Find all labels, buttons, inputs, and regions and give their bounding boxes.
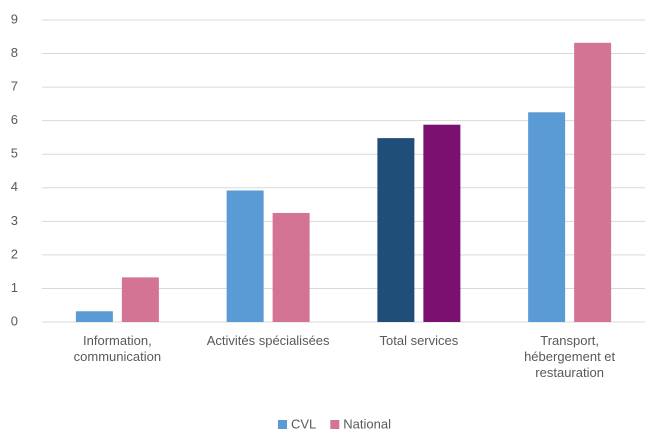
bar (121, 277, 159, 322)
legend-swatch (330, 420, 340, 429)
bar (528, 112, 566, 323)
legend-label: CVL (291, 416, 316, 431)
y-tick-label: 3 (11, 213, 18, 228)
x-tick-label: Information, communication (73, 333, 162, 364)
legend-label: National (343, 416, 391, 431)
bar (272, 212, 310, 322)
y-tick-label: 4 (11, 179, 18, 194)
bar (226, 190, 264, 322)
bar (423, 124, 461, 323)
y-tick-label: 7 (11, 79, 18, 94)
y-tick-label: 0 (11, 313, 18, 328)
x-tick-label: Total services (379, 333, 459, 348)
y-tick-label: 8 (11, 45, 18, 60)
y-tick-label: 2 (11, 246, 18, 261)
y-tick-label: 6 (11, 112, 18, 127)
bar (574, 42, 612, 322)
x-tick-label: Activités spécialisées (206, 333, 330, 348)
legend-swatch (278, 420, 287, 429)
y-tick-label: 9 (11, 11, 18, 26)
y-tick-label: 1 (11, 280, 18, 295)
bar (75, 311, 113, 322)
bar (377, 138, 415, 322)
x-tick-label: Transport, hébergement et restauration (524, 333, 616, 380)
y-tick-label: 5 (11, 146, 18, 161)
